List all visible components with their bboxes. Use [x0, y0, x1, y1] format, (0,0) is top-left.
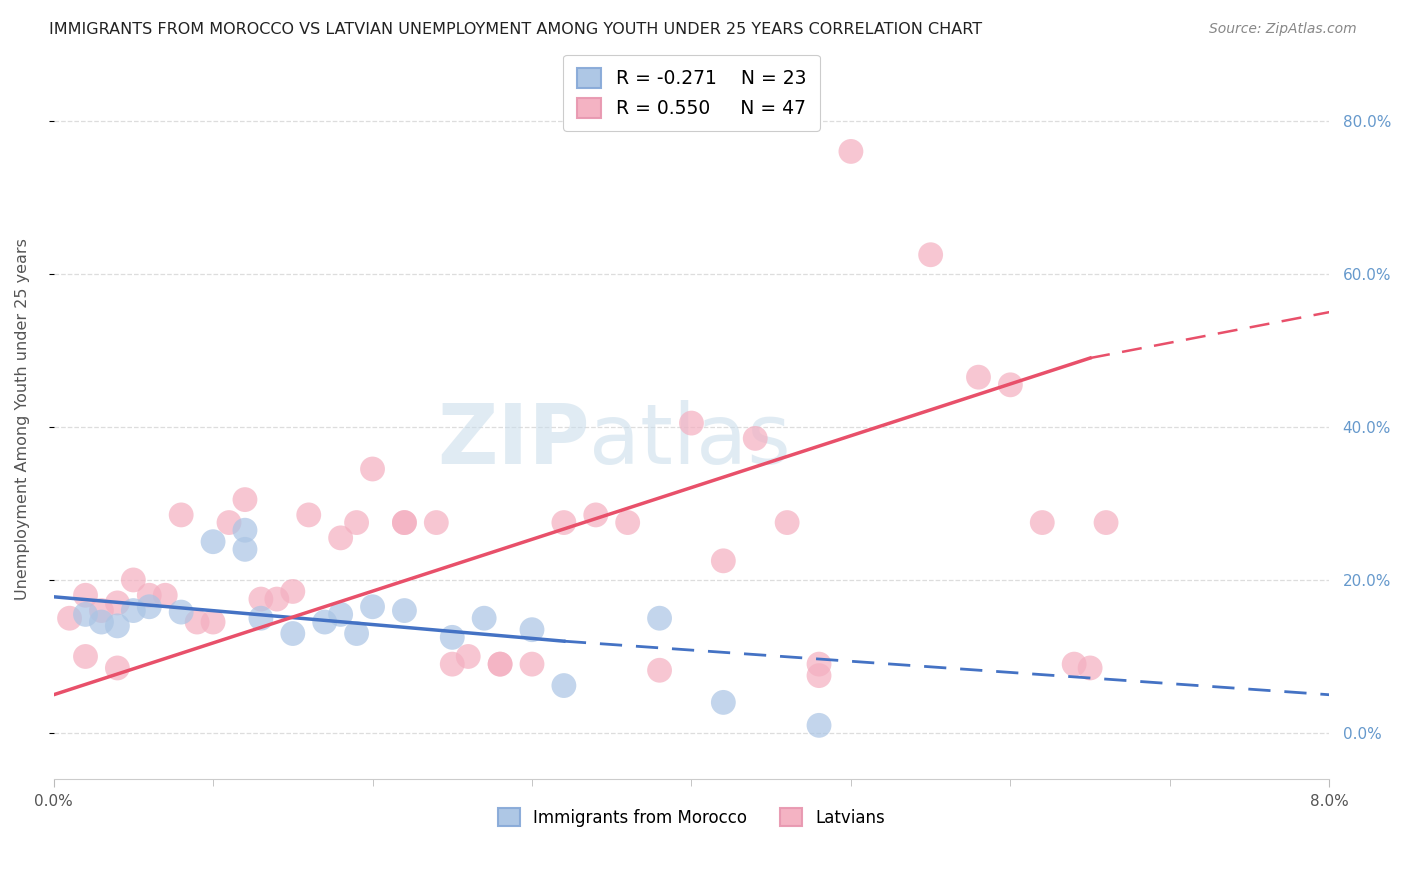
Point	[105, 619, 128, 633]
Point	[553, 516, 575, 530]
Text: IMMIGRANTS FROM MOROCCO VS LATVIAN UNEMPLOYMENT AMONG YOUTH UNDER 25 YEARS CORRE: IMMIGRANTS FROM MOROCCO VS LATVIAN UNEMP…	[49, 22, 983, 37]
Point	[711, 554, 734, 568]
Point	[648, 663, 671, 677]
Point	[90, 603, 112, 617]
Point	[122, 603, 145, 617]
Text: atlas: atlas	[589, 401, 792, 482]
Point	[711, 695, 734, 709]
Point	[202, 615, 225, 629]
Point	[520, 657, 543, 672]
Point	[457, 649, 479, 664]
Point	[233, 492, 256, 507]
Point	[967, 370, 990, 384]
Point	[314, 615, 336, 629]
Point	[281, 584, 304, 599]
Point	[186, 615, 208, 629]
Point	[202, 534, 225, 549]
Point	[105, 661, 128, 675]
Point	[75, 649, 97, 664]
Point	[1000, 377, 1022, 392]
Point	[361, 599, 384, 614]
Point	[1063, 657, 1085, 672]
Point	[58, 611, 80, 625]
Point	[394, 603, 416, 617]
Point	[250, 592, 273, 607]
Point	[394, 516, 416, 530]
Y-axis label: Unemployment Among Youth under 25 years: Unemployment Among Youth under 25 years	[15, 238, 30, 600]
Text: ZIP: ZIP	[437, 401, 589, 482]
Point	[808, 657, 831, 672]
Point	[744, 431, 766, 445]
Point	[489, 657, 512, 672]
Point	[266, 592, 288, 607]
Point	[648, 611, 671, 625]
Point	[346, 516, 368, 530]
Point	[585, 508, 607, 522]
Point	[1031, 516, 1053, 530]
Point	[346, 626, 368, 640]
Point	[329, 607, 352, 622]
Point	[441, 631, 464, 645]
Legend: Immigrants from Morocco, Latvians: Immigrants from Morocco, Latvians	[489, 800, 893, 835]
Point	[90, 615, 112, 629]
Point	[776, 516, 799, 530]
Point	[808, 668, 831, 682]
Point	[329, 531, 352, 545]
Point	[472, 611, 495, 625]
Point	[233, 523, 256, 537]
Point	[616, 516, 638, 530]
Point	[105, 596, 128, 610]
Point	[298, 508, 321, 522]
Point	[920, 248, 942, 262]
Point	[250, 611, 273, 625]
Point	[75, 607, 97, 622]
Text: Source: ZipAtlas.com: Source: ZipAtlas.com	[1209, 22, 1357, 37]
Point	[281, 626, 304, 640]
Point	[138, 588, 160, 602]
Point	[441, 657, 464, 672]
Point	[218, 516, 240, 530]
Point	[520, 623, 543, 637]
Point	[170, 605, 193, 619]
Point	[155, 588, 177, 602]
Point	[138, 599, 160, 614]
Point	[394, 516, 416, 530]
Point	[361, 462, 384, 476]
Point	[489, 657, 512, 672]
Point	[75, 588, 97, 602]
Point	[681, 416, 703, 430]
Point	[1078, 661, 1101, 675]
Point	[1095, 516, 1118, 530]
Point	[553, 679, 575, 693]
Point	[839, 145, 862, 159]
Point	[808, 718, 831, 732]
Point	[170, 508, 193, 522]
Point	[425, 516, 447, 530]
Point	[122, 573, 145, 587]
Point	[233, 542, 256, 557]
